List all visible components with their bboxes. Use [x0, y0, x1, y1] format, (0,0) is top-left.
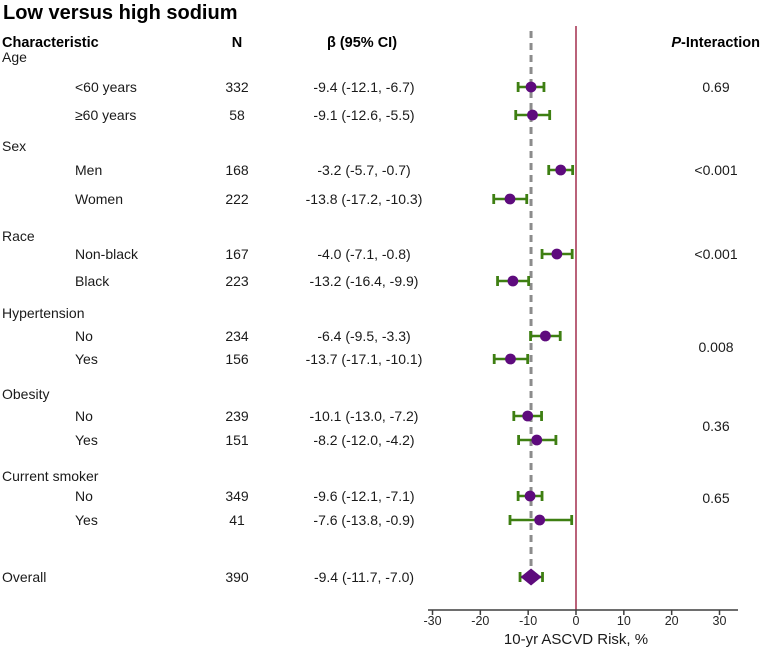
n-value: 167: [225, 246, 249, 262]
estimate-marker: [505, 353, 516, 365]
overall-label: Overall: [2, 569, 47, 585]
estimate-marker: [504, 193, 516, 205]
subgroup-label: Men: [75, 162, 103, 178]
x-axis-tick-label: 20: [665, 614, 679, 628]
p-interaction-value: 0.008: [698, 339, 734, 355]
x-axis-tick-label: 0: [573, 614, 580, 628]
beta-ci-value: -3.2 (-5.7, -0.7): [317, 162, 411, 178]
group-label: Race: [2, 228, 35, 244]
n-value: 223: [225, 273, 249, 289]
x-axis-tick-label: 30: [713, 614, 727, 628]
estimate-marker: [525, 81, 537, 93]
estimate-marker: [539, 330, 551, 342]
n-value: 151: [225, 432, 249, 448]
beta-ci-value: -9.6 (-12.1, -7.1): [313, 488, 415, 504]
p-interaction-value: <0.001: [694, 162, 738, 178]
beta-ci-value: -4.0 (-7.1, -0.8): [317, 246, 411, 262]
column-header-beta: β (95% CI): [326, 35, 398, 51]
subgroup-label: Yes: [75, 512, 98, 528]
figure-title: Low versus high sodium: [3, 2, 238, 24]
estimate-marker: [531, 434, 543, 446]
x-axis-tick-label: -30: [423, 614, 441, 628]
estimate-marker: [524, 490, 536, 502]
beta-ci-value: -13.2 (-16.4, -9.9): [309, 273, 419, 289]
p-rest: -Interaction: [681, 35, 760, 51]
estimate-marker: [534, 514, 546, 526]
p-interaction-value: 0.65: [702, 490, 730, 506]
subgroup-label: No: [75, 328, 93, 344]
beta-ci-value: -13.8 (-17.2, -10.3): [305, 191, 423, 207]
column-header-n: N: [231, 35, 243, 51]
x-axis-tick-label: -20: [471, 614, 489, 628]
beta-ci-value: -7.6 (-13.8, -0.9): [313, 512, 415, 528]
n-value: 234: [225, 328, 249, 344]
n-value: 239: [225, 408, 249, 424]
p-interaction-value: <0.001: [694, 246, 738, 262]
x-axis-tick-label: -10: [519, 614, 537, 628]
estimate-marker: [527, 109, 538, 121]
n-value: 156: [225, 351, 249, 367]
subgroup-label: <60 years: [75, 79, 137, 95]
subgroup-label: No: [75, 488, 93, 504]
group-label: Hypertension: [2, 305, 85, 321]
p-interaction-value: 0.69: [702, 79, 730, 95]
x-axis-tick-label: 10: [617, 614, 631, 628]
x-axis-title: 10-yr ASCVD Risk, %: [504, 631, 648, 648]
beta-ci-value: -13.7 (-17.1, -10.1): [305, 351, 423, 367]
beta-ci-value: -10.1 (-13.0, -7.2): [309, 408, 419, 424]
estimate-marker: [551, 248, 563, 260]
p-italic: P: [671, 35, 682, 51]
n-value: 222: [225, 191, 249, 207]
p-interaction-value: 0.36: [702, 418, 730, 434]
column-header-p-interaction: P-Interaction: [671, 35, 760, 51]
beta-ci-value: -6.4 (-9.5, -3.3): [317, 328, 411, 344]
overall-diamond-marker: [520, 568, 542, 586]
estimate-marker: [507, 275, 519, 287]
group-label: Age: [2, 49, 27, 65]
subgroup-label: No: [75, 408, 93, 424]
n-value: 168: [225, 162, 249, 178]
estimate-marker: [522, 410, 534, 422]
subgroup-label: Women: [75, 191, 123, 207]
group-label: Sex: [2, 138, 27, 154]
n-value: 332: [225, 79, 249, 95]
subgroup-label: ≥60 years: [75, 107, 137, 123]
subgroup-label: Yes: [75, 432, 98, 448]
beta-ci-value: -9.4 (-11.7, -7.0): [313, 569, 415, 585]
subgroup-label: Black: [75, 273, 110, 289]
subgroup-label: Non-black: [75, 246, 139, 262]
beta-ci-value: -9.1 (-12.6, -5.5): [313, 107, 415, 123]
group-label: Current smoker: [2, 468, 99, 484]
estimate-marker: [555, 164, 567, 176]
n-value: 41: [229, 512, 245, 528]
n-value: 390: [225, 569, 249, 585]
beta-ci-value: -8.2 (-12.0, -4.2): [313, 432, 415, 448]
group-label: Obesity: [2, 386, 50, 402]
n-value: 58: [229, 107, 245, 123]
column-header-characteristic: Characteristic: [2, 35, 99, 51]
beta-ci-value: -9.4 (-12.1, -6.7): [313, 79, 415, 95]
n-value: 349: [225, 488, 249, 504]
subgroup-label: Yes: [75, 351, 98, 367]
